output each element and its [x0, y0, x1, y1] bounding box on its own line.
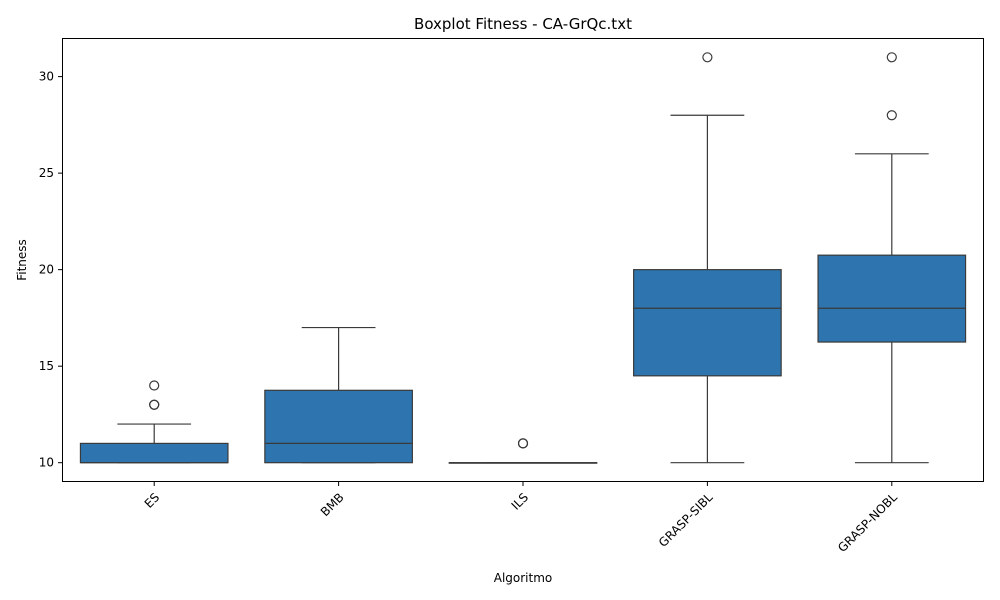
outlier-point: [886, 52, 897, 63]
outlier-point: [517, 438, 529, 449]
x-axis-label: Algoritmo: [494, 571, 553, 585]
x-tick-label: GRASP-SIBL: [656, 490, 716, 550]
x-tick-label: ILS: [509, 490, 532, 513]
outlier-point: [149, 380, 160, 391]
plot-area: [79, 52, 967, 464]
box-es: [79, 380, 229, 464]
x-tick-label: BMB: [318, 490, 347, 519]
y-tick-label: 30: [39, 70, 54, 84]
x-axis: ES BMB ILS GRASP-SIBL GRASP-NOBL: [142, 482, 900, 555]
plot-frame: [62, 38, 984, 482]
y-tick-label: 10: [39, 456, 54, 470]
x-tick-label: GRASP-NOBL: [835, 490, 900, 555]
y-axis: 10 15 20 25 30: [39, 70, 62, 470]
outlier-point: [886, 110, 897, 121]
y-tick-label: 20: [39, 263, 54, 277]
box-bmb: [264, 326, 413, 464]
box-grasp-nobl: [817, 52, 967, 464]
x-tick-label: ES: [142, 490, 163, 511]
iqr-box: [633, 269, 782, 377]
iqr-box: [79, 442, 229, 464]
box-grasp-sibl: [633, 52, 782, 464]
iqr-box: [264, 389, 413, 464]
y-tick-label: 25: [39, 166, 54, 180]
chart-title: Boxplot Fitness - CA-GrQc.txt: [414, 15, 632, 33]
y-tick-label: 15: [39, 359, 54, 373]
iqr-box: [817, 254, 967, 343]
outlier-point: [702, 52, 713, 63]
box-ils: [448, 438, 598, 464]
outlier-point: [149, 399, 160, 410]
y-axis-label: Fitness: [15, 239, 29, 281]
